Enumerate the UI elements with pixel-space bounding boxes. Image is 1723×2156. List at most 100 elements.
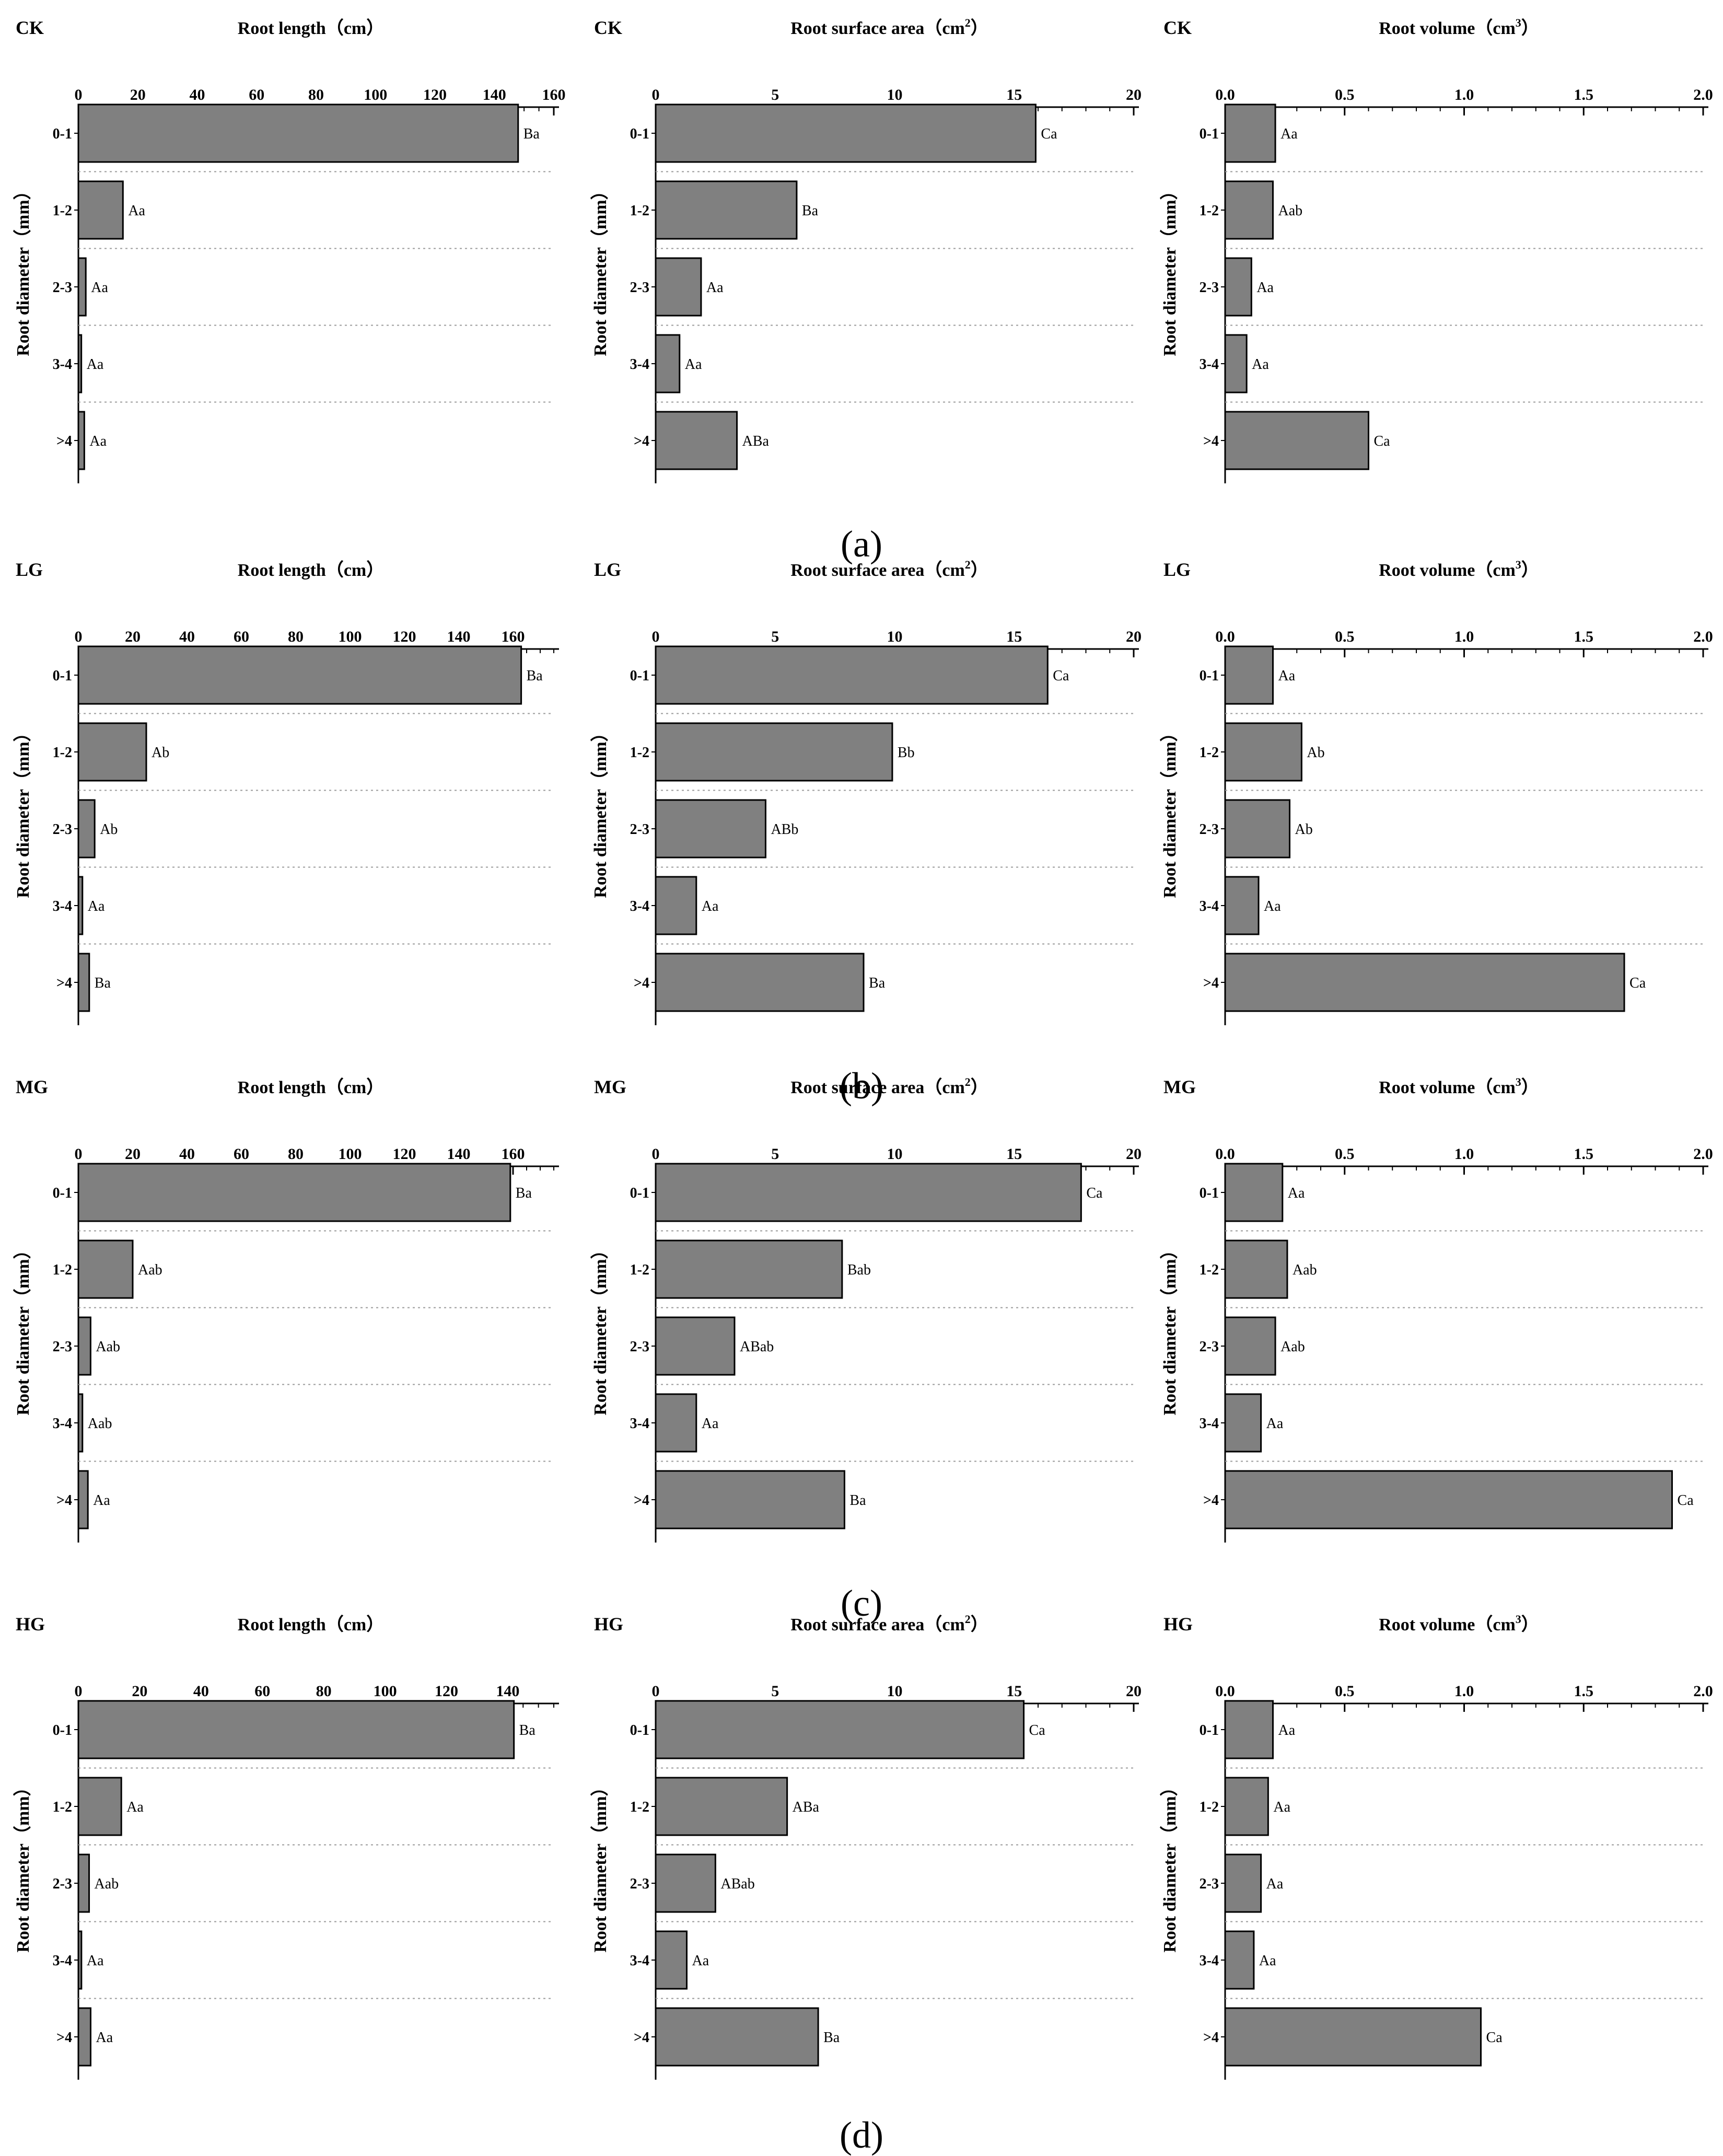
chart-title: Root length（cm） [238, 1077, 384, 1097]
x-tick-label: 1.5 [1574, 1683, 1594, 1700]
y-axis-label: Root diameter（mm） [1159, 1778, 1180, 1952]
significance-label: Aa [96, 2030, 113, 2046]
bar [77, 334, 83, 393]
significance-label: Bb [898, 745, 915, 761]
x-tick-label: 160 [542, 86, 566, 103]
x-tick-label: 60 [249, 86, 264, 103]
y-tick-label: 1-2 [1200, 1799, 1219, 1815]
group-label: MG [16, 1076, 48, 1097]
chart-title: Root surface area（cm2） [790, 1075, 988, 1097]
y-tick-label: 0-1 [630, 1722, 649, 1738]
x-tick-label: 120 [393, 628, 416, 645]
significance-label: Ba [523, 126, 540, 142]
x-tick-label: 100 [364, 86, 387, 103]
significance-label: Ca [1086, 1185, 1103, 1201]
significance-label: Aab [1278, 203, 1303, 219]
significance-label: Aa [88, 898, 105, 914]
chart-title: Root length（cm） [238, 560, 384, 580]
y-tick-label: 0-1 [630, 668, 649, 684]
significance-label: Aa [87, 1953, 104, 1969]
significance-label: Ca [1486, 2030, 1503, 2046]
chart-title-text: Root surface area（cm [790, 1077, 965, 1097]
chart-title: Root volume（cm3） [1379, 558, 1539, 580]
bar [77, 103, 519, 163]
x-tick-label: 0.0 [1215, 1145, 1235, 1163]
bar [655, 103, 1037, 163]
panel-label: (d) [840, 2114, 883, 2156]
significance-label: Aa [93, 1492, 110, 1509]
y-axis-label: Root diameter（mm） [13, 182, 33, 356]
x-tick-label: 0.0 [1215, 1683, 1235, 1700]
bar [77, 953, 90, 1012]
bar [77, 722, 147, 782]
bar [1224, 953, 1625, 1012]
x-tick-label: 2.0 [1693, 1145, 1713, 1163]
panel-c: MG Root length（cm）0 20 40 60 80 100 120 140 160Ro… [13, 1075, 1713, 1624]
y-tick-label: 2-3 [1200, 821, 1219, 838]
significance-label: Aab [1293, 1262, 1317, 1278]
significance-label: ABab [720, 1876, 754, 1892]
bar [77, 1700, 515, 1759]
significance-label: Ba [516, 1185, 532, 1201]
x-tick-label: 20 [1126, 628, 1142, 645]
bar [655, 1163, 1082, 1222]
bar [77, 1930, 83, 1990]
panel-label: (c) [841, 1582, 882, 1624]
x-tick-label: 1.5 [1574, 86, 1594, 103]
y-tick-label: 2-3 [1200, 1876, 1219, 1892]
bar [1224, 1470, 1673, 1529]
panel-a: CK Root length（cm）0 20 40 60 80 100 120 140 160Ro… [13, 16, 1713, 565]
chart-d-1: HG Root length（cm） 0 20 40 60 80 100 120 140 Root … [13, 1614, 559, 2080]
group-label: MG [1163, 1076, 1196, 1097]
chart-d-2: HG Root surface area（cm2） 0 5 10 15 20 Root dia… [590, 1613, 1142, 2080]
chart-title-sup: 3 [1516, 558, 1521, 571]
chart-title-sup: 2 [965, 558, 971, 571]
chart-title-close: ） [971, 560, 988, 580]
x-tick-label: 20 [132, 1683, 147, 1700]
x-tick-label: 80 [288, 1145, 304, 1163]
bar [1224, 645, 1274, 705]
significance-label: Ba [527, 668, 543, 684]
y-tick-label: 2-3 [53, 1876, 72, 1892]
chart-a-1: CK Root length（cm） 0 20 40 60 80 100 120 140 160 Ro… [13, 17, 566, 483]
chart-title-text: Root volume（cm [1379, 18, 1516, 38]
y-tick-label: 3-4 [1200, 1953, 1219, 1969]
y-tick-label: 1-2 [53, 1262, 72, 1278]
y-tick-label: 2-3 [630, 280, 649, 296]
significance-label: Ba [823, 2030, 840, 2046]
bar [655, 1470, 845, 1529]
chart-title-close: ） [1521, 1614, 1539, 1635]
bar [655, 411, 738, 470]
y-tick-label: 3-4 [630, 1953, 649, 1969]
chart-b-2: LG Root surface area（cm2） 0 5 10 15 20 Root dia… [590, 558, 1142, 1025]
y-tick-label: >4 [634, 1492, 649, 1509]
y-tick-label: 1-2 [53, 203, 72, 219]
bar [1224, 1316, 1276, 1376]
y-tick-label: >4 [634, 975, 649, 991]
chart-title-close: ） [971, 1614, 988, 1635]
bar [655, 722, 893, 782]
bar [1224, 180, 1274, 240]
x-tick-label: 100 [374, 1683, 397, 1700]
bar [1224, 1853, 1262, 1913]
bar [655, 2007, 819, 2067]
x-tick-label: 160 [502, 1145, 525, 1163]
bar [655, 1393, 697, 1453]
bar [1224, 876, 1260, 935]
bar [77, 1470, 89, 1529]
group-label: LG [1163, 559, 1191, 580]
x-tick-label: 80 [316, 1683, 332, 1700]
y-tick-label: >4 [56, 1492, 72, 1509]
y-tick-label: >4 [634, 2030, 649, 2046]
bar [1224, 2007, 1482, 2067]
x-tick-label: 120 [393, 1145, 416, 1163]
group-label: MG [594, 1076, 626, 1097]
significance-label: ABb [771, 821, 798, 838]
x-tick-label: 0 [652, 1683, 660, 1700]
y-axis-label: Root diameter（mm） [1159, 182, 1180, 356]
y-tick-label: 0-1 [630, 1185, 649, 1201]
y-axis-label: Root diameter（mm） [13, 1241, 33, 1415]
chart-title-sup: 2 [965, 1613, 971, 1626]
y-tick-label: 3-4 [630, 356, 649, 373]
y-tick-label: 1-2 [1200, 1262, 1219, 1278]
